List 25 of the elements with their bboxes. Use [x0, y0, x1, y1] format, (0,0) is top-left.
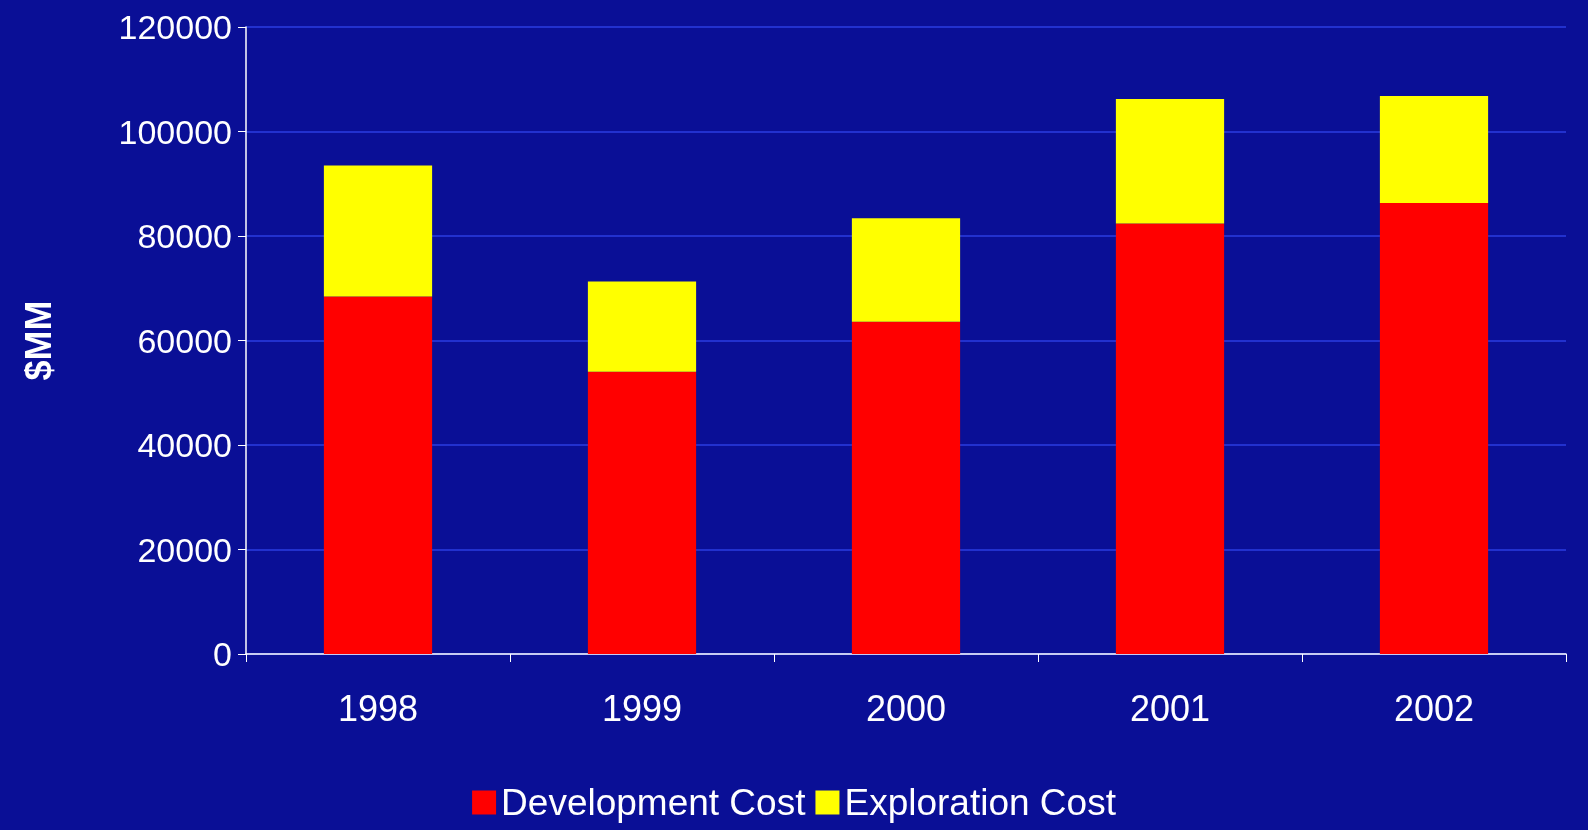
bar — [1115, 99, 1225, 224]
bar — [1115, 223, 1225, 654]
y-axis-title: $MM — [17, 300, 59, 381]
y-tick-label: 80000 — [137, 217, 232, 255]
y-tick-label: 40000 — [137, 426, 232, 464]
bar — [851, 321, 961, 654]
bar — [323, 165, 433, 297]
y-tick-label: 100000 — [118, 112, 232, 151]
bar — [323, 296, 433, 654]
x-tick-label: 1998 — [337, 687, 419, 729]
y-tick-label: 60000 — [137, 321, 232, 360]
x-tick-label: 2002 — [1393, 687, 1475, 729]
bar — [851, 218, 961, 322]
bar — [587, 371, 697, 654]
x-tick-label: 2001 — [1129, 687, 1211, 729]
bar — [1379, 203, 1489, 654]
legend-label: Development Cost — [501, 782, 807, 823]
y-tick-label: 120000 — [118, 8, 232, 46]
x-tick-label: 2000 — [865, 687, 947, 729]
y-tick-label: 20000 — [137, 530, 232, 569]
bar — [587, 281, 697, 372]
bar — [1379, 95, 1489, 204]
legend-label: Exploration Cost — [844, 782, 1117, 823]
x-tick-label: 1999 — [601, 687, 683, 729]
y-tick-label: 0 — [213, 635, 232, 673]
